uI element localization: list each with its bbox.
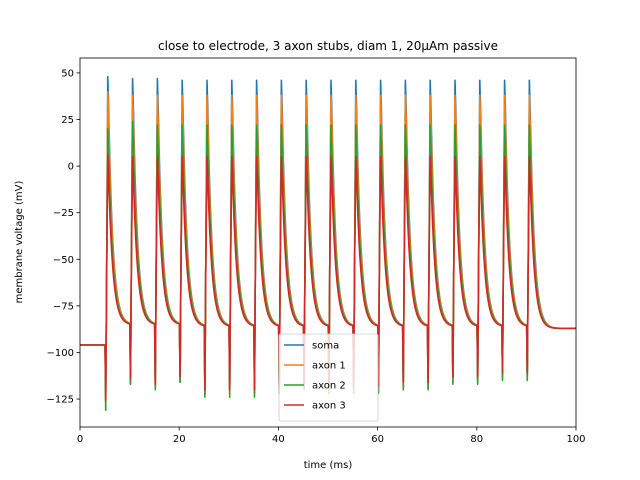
y-tick-label: −75 [53,301,74,312]
legend-frame [278,333,379,422]
x-tick-label: 40 [272,434,285,445]
x-tick-label: 20 [173,434,186,445]
x-tick-label: 80 [470,434,483,445]
legend-label: axon 1 [312,361,346,372]
plot-area [79,57,577,428]
x-tick-label: 0 [77,434,83,445]
y-tick-label: −125 [47,395,74,406]
legend: soma axon 1 axon 2 axon 3 [278,333,379,422]
y-tick-label: −50 [53,255,74,266]
y-tick-label: −25 [53,208,74,219]
legend-label: axon 2 [312,381,346,392]
legend-label: soma [312,341,339,352]
x-tick-label: 100 [566,434,585,445]
axes-frame [79,57,577,428]
x-axis-label: time (ms) [304,460,353,471]
legend-label: axon 3 [312,401,346,412]
x-axis-ticks: 0 20 40 60 80 100 [77,427,586,445]
y-tick-label: 0 [68,162,74,173]
x-tick-label: 60 [371,434,384,445]
y-tick-label: 25 [61,115,74,126]
y-axis-ticks: −125 −100 −75 −50 −25 0 25 50 [47,68,80,406]
series-lines [80,75,576,412]
y-tick-label: 50 [61,68,74,79]
y-tick-label: −100 [47,348,74,359]
series-line-axon-3 [80,154,576,402]
y-axis-label: membrane voltage (mV) [14,180,25,303]
chart-title: close to electrode, 3 axon stubs, diam 1… [158,39,498,53]
